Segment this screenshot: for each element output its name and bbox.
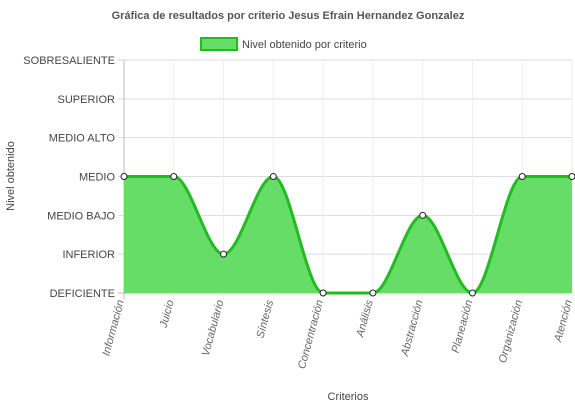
- x-tick-label: Organización: [497, 299, 525, 365]
- x-tick-label: Análisis: [354, 298, 376, 339]
- x-tick-label: Síntesis: [255, 298, 277, 339]
- y-tick-label: MEDIO: [79, 172, 116, 184]
- x-tick-label: Concentración: [296, 299, 326, 371]
- series-points: [120, 173, 575, 297]
- x-tick-label: Atención: [552, 299, 575, 344]
- x-tick-labels: Información Juicio Vocabulario Síntesis Conc…: [100, 298, 574, 370]
- series-line: [124, 174, 572, 295]
- x-tick-label: Juicio: [158, 299, 177, 330]
- data-point: [269, 173, 277, 180]
- chart-title: Gráfica de resultados por criterio Jesus…: [112, 10, 465, 22]
- y-tick-label: MEDIO ALTO: [49, 133, 116, 145]
- legend-label: Nivel obtenido por criterio: [242, 39, 367, 51]
- data-point: [468, 289, 476, 297]
- x-tick-label: Abstracción: [399, 299, 426, 359]
- y-tick-label: INFERIOR: [62, 249, 115, 261]
- x-tick-label: Vocabulario: [200, 299, 227, 358]
- y-tick-labels: DEFICIENTE INFERIOR MEDIO BAJO MEDIO MEDIO A…: [23, 55, 115, 300]
- legend-swatch: [200, 37, 238, 51]
- y-tick-label: SOBRESALIENTE: [23, 55, 115, 67]
- data-point: [419, 211, 427, 219]
- y-tick-label: DEFICIENTE: [50, 288, 115, 300]
- data-point: [369, 289, 377, 297]
- legend[interactable]: Nivel obtenido por criterio: [200, 37, 367, 51]
- data-point: [518, 173, 526, 180]
- series-area: [124, 174, 572, 295]
- series-fill: [124, 176, 572, 293]
- x-tick-label: Planeación: [450, 299, 476, 355]
- y-tick-label: MEDIO BAJO: [47, 210, 115, 222]
- x-tick-label: Información: [100, 299, 126, 358]
- data-point: [170, 173, 178, 180]
- y-axis-title: Nivel obtenido: [5, 141, 17, 211]
- data-point: [220, 250, 228, 258]
- data-point: [319, 289, 327, 297]
- y-tick-label: SUPERIOR: [58, 94, 116, 106]
- x-axis-title: Criterios: [328, 391, 369, 403]
- data-point: [568, 173, 575, 180]
- data-point: [120, 173, 128, 180]
